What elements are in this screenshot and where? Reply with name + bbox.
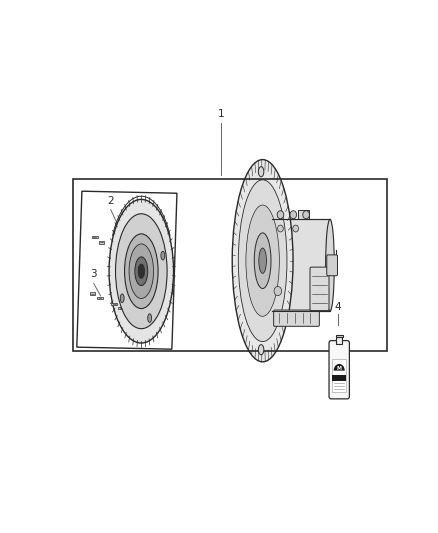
Bar: [298, 210, 309, 220]
FancyBboxPatch shape: [327, 255, 338, 276]
Text: 1: 1: [218, 109, 224, 119]
Bar: [111, 303, 117, 305]
Text: M: M: [337, 366, 342, 371]
Bar: [118, 307, 124, 310]
Bar: [74, 179, 387, 351]
Ellipse shape: [161, 252, 165, 260]
Circle shape: [277, 211, 284, 219]
Text: 2: 2: [107, 196, 114, 206]
Bar: [99, 241, 104, 244]
Bar: [332, 359, 346, 392]
Ellipse shape: [246, 205, 279, 316]
Text: 3: 3: [91, 269, 97, 279]
Ellipse shape: [258, 345, 264, 355]
Bar: [272, 220, 330, 311]
Circle shape: [293, 225, 299, 232]
Ellipse shape: [259, 248, 266, 273]
Bar: [332, 375, 346, 381]
FancyBboxPatch shape: [274, 310, 319, 326]
Circle shape: [290, 211, 297, 219]
FancyBboxPatch shape: [329, 341, 350, 399]
Bar: [336, 337, 343, 344]
Ellipse shape: [148, 314, 152, 322]
Ellipse shape: [258, 167, 264, 177]
Ellipse shape: [120, 294, 124, 303]
Text: 4: 4: [335, 302, 342, 312]
Ellipse shape: [232, 159, 293, 362]
Ellipse shape: [135, 257, 148, 286]
Ellipse shape: [238, 180, 287, 342]
Wedge shape: [334, 364, 345, 370]
Ellipse shape: [254, 233, 271, 288]
Circle shape: [303, 211, 309, 219]
Ellipse shape: [124, 234, 158, 309]
Bar: [97, 296, 102, 299]
Polygon shape: [77, 191, 177, 349]
Circle shape: [274, 286, 282, 296]
Ellipse shape: [116, 214, 167, 329]
Bar: [92, 236, 98, 238]
Bar: [336, 335, 343, 337]
FancyBboxPatch shape: [310, 267, 329, 311]
Ellipse shape: [138, 264, 145, 278]
Ellipse shape: [129, 244, 154, 298]
Ellipse shape: [109, 199, 173, 343]
Bar: [90, 293, 95, 295]
Circle shape: [278, 225, 283, 232]
Ellipse shape: [325, 220, 334, 311]
